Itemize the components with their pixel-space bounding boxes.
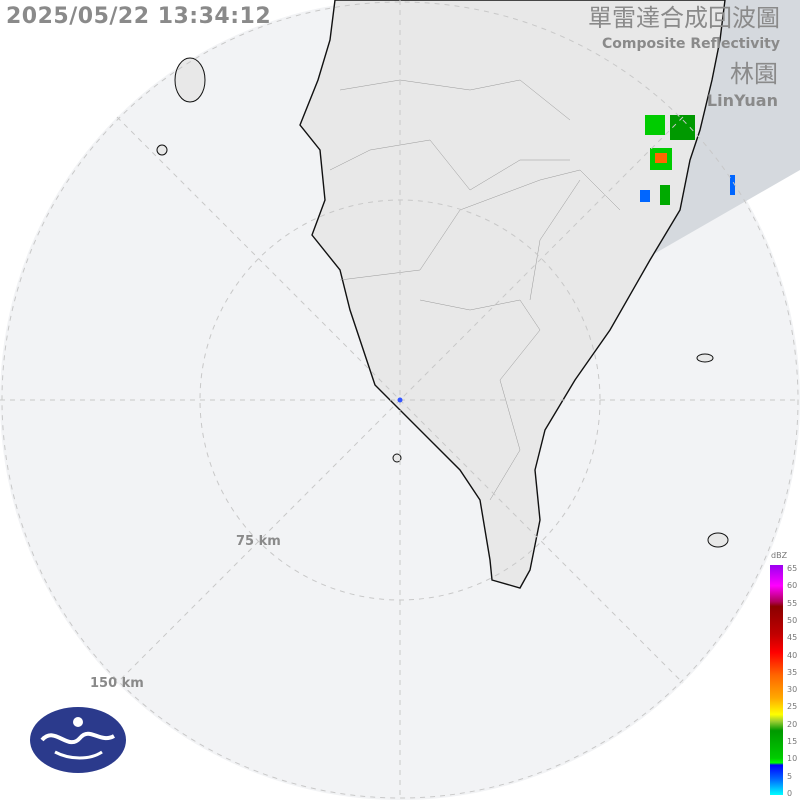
title-zh: 單雷達合成回波圖 [588,4,780,32]
station-en: LinYuan [706,91,778,110]
islands [156,57,729,548]
colorbar-tick: 45 [787,633,798,643]
station-zh: 林園 [730,60,778,88]
colorbar-tick: 30 [787,685,798,695]
colorbar-unit: dBZ [771,551,788,560]
colorbar-tick: 65 [787,564,798,573]
colorbar-tick: 40 [787,650,798,660]
county-borders [329,79,621,501]
colorbar-tick: 0 [787,788,793,798]
ring-label-75km: 75 km [236,534,281,549]
timestamp: 2025/05/22 13:34:12 [6,4,272,29]
colorbar-tick: 20 [787,719,798,729]
cwa-logo-icon [30,707,126,773]
colorbar-tick: 60 [787,581,798,591]
colorbar-tick: 50 [787,615,798,625]
colorbar-tick: 25 [787,702,798,712]
colorbar [770,565,783,795]
title-en: Composite Reflectivity [602,36,780,52]
colorbar-tick: 5 [787,771,793,781]
colorbar-tick: 10 [787,754,798,764]
colorbar-tick: 35 [787,667,798,677]
echoes [640,115,735,205]
land-taiwan [299,0,726,589]
colorbar-tick: 55 [787,598,798,608]
ring-label-150km: 150 km [90,676,144,691]
radar-site-marker [397,397,403,403]
colorbar-tick: 15 [787,737,798,746]
